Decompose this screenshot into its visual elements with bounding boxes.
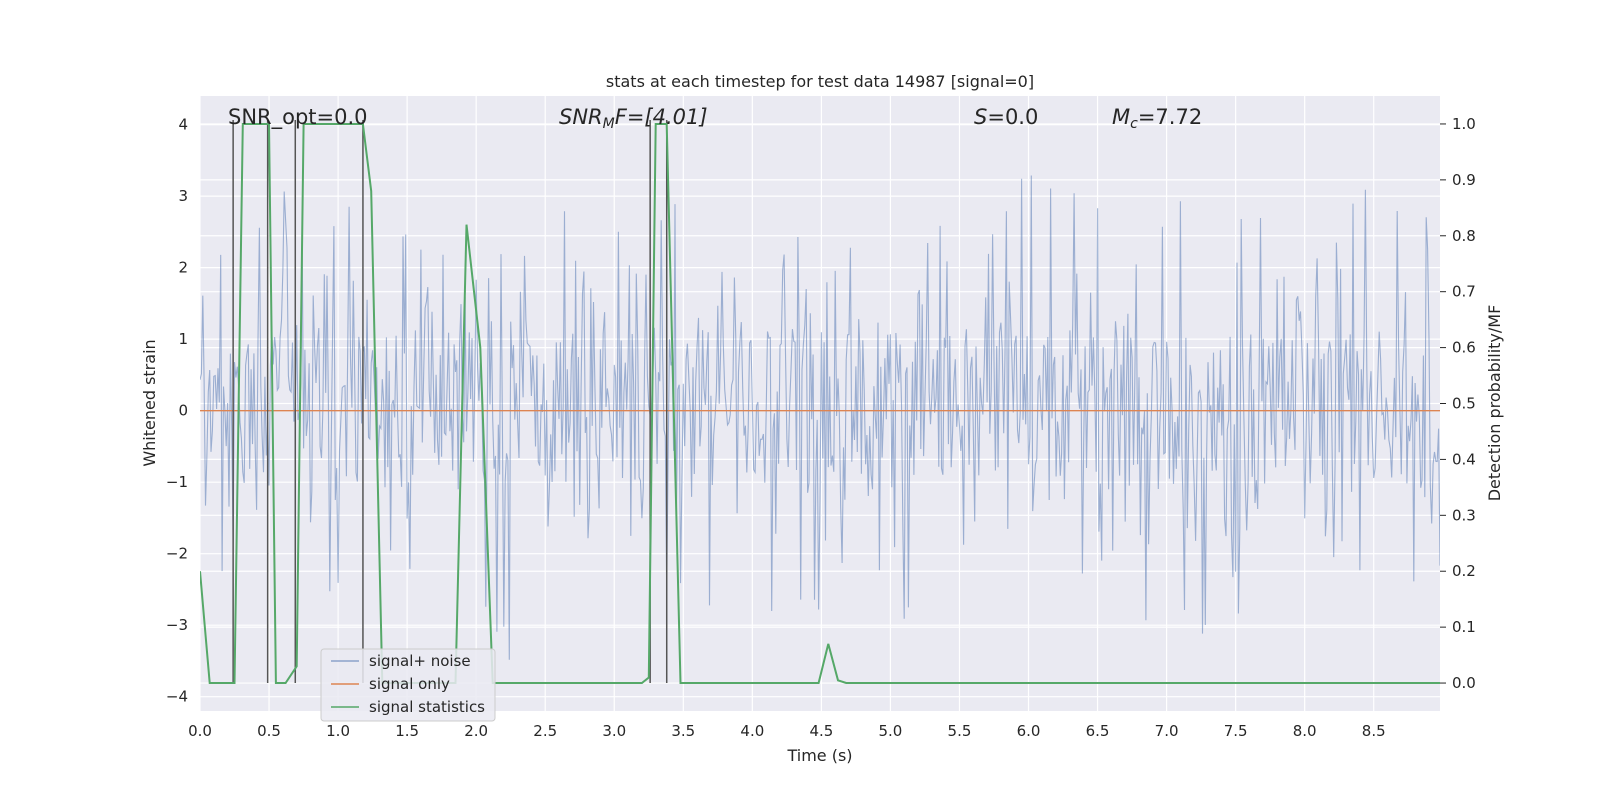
signal-noise-trace xyxy=(200,175,1440,660)
y-axis-label: Whitened strain xyxy=(140,339,159,466)
x-tick-label: 2.5 xyxy=(533,722,557,740)
x-tick-label: 0.5 xyxy=(257,722,281,740)
x-tick-label: 3.0 xyxy=(602,722,626,740)
y2-tick-label: 0.0 xyxy=(1452,674,1476,692)
y2-tick-label: 0.2 xyxy=(1452,562,1476,580)
y-tick-label: −4 xyxy=(166,688,188,706)
y2-tick-label: 0.9 xyxy=(1452,171,1476,189)
x-tick-label: 1.5 xyxy=(395,722,419,740)
x-tick-label: 4.5 xyxy=(809,722,833,740)
series-signal-statistics xyxy=(200,123,1440,684)
y-tick-label: −2 xyxy=(166,545,188,563)
y-tick-label: 0 xyxy=(178,402,188,420)
y-tick-label: −3 xyxy=(166,616,188,634)
y2-axis-ticks: 1.0 0.9 0.8 0.7 0.6 0.5 0.4 0.3 0.2 0.1 0.0 xyxy=(1440,115,1476,692)
annotation-snr-mf: SNRMF=[4.01] xyxy=(559,105,708,132)
legend-label-signal-only: signal only xyxy=(369,675,450,693)
x-tick-label: 0.0 xyxy=(188,722,212,740)
y2-tick-label: 0.1 xyxy=(1452,618,1476,636)
y2-tick-label: 0.5 xyxy=(1452,395,1476,413)
x-tick-label: 1.0 xyxy=(326,722,350,740)
x-tick-label: 2.0 xyxy=(464,722,488,740)
legend-box xyxy=(320,648,496,722)
y-tick-label: 2 xyxy=(178,259,188,277)
annotation-s: S=0.0 xyxy=(974,105,1038,129)
chart-title: stats at each timestep for test data 149… xyxy=(606,72,1034,91)
y2-tick-label: 0.3 xyxy=(1452,506,1476,524)
legend-label-signal-statistics: signal statistics xyxy=(369,698,485,716)
x-tick-label: 6.0 xyxy=(1017,722,1041,740)
series-signal-noise xyxy=(200,175,1440,660)
y-tick-label: 4 xyxy=(178,116,188,134)
legend-label-signal-noise: signal+ noise xyxy=(369,652,471,670)
y2-axis-label: Detection probability/MF xyxy=(1485,305,1504,502)
x-tick-label: 6.5 xyxy=(1086,722,1110,740)
y-axis-ticks: 4 3 2 1 0 −1 −2 −3 −4 xyxy=(166,116,188,706)
y2-tick-label: 0.8 xyxy=(1452,227,1476,245)
x-axis-ticks: 0.0 0.5 1.0 1.5 2.0 2.5 3.0 3.5 4.0 4.5 5.0 5.5 6.0 6… xyxy=(188,722,1386,740)
x-tick-label: 5.5 xyxy=(948,722,972,740)
y2-tick-label: 0.7 xyxy=(1452,283,1476,301)
y2-tick-label: 0.6 xyxy=(1452,339,1476,357)
y-tick-label: 3 xyxy=(178,187,188,205)
legend: signal+ noise signal only signal statist… xyxy=(320,648,496,722)
x-tick-label: 7.0 xyxy=(1155,722,1179,740)
annotation-snr-opt: SNR_opt=0.0 xyxy=(228,105,368,130)
y2-tick-label: 0.4 xyxy=(1452,450,1476,468)
x-axis-label: Time (s) xyxy=(786,746,852,765)
x-tick-label: 7.5 xyxy=(1224,722,1248,740)
annotation-mc: Mc=7.72 xyxy=(1112,105,1202,132)
x-tick-label: 8.5 xyxy=(1362,722,1386,740)
x-tick-label: 4.0 xyxy=(740,722,764,740)
y-tick-label: 1 xyxy=(178,330,188,348)
x-tick-label: 5.0 xyxy=(878,722,902,740)
y2-tick-label: 1.0 xyxy=(1452,115,1476,133)
x-tick-label: 3.5 xyxy=(671,722,695,740)
y-tick-label: −1 xyxy=(166,473,188,491)
x-tick-label: 8.0 xyxy=(1293,722,1317,740)
